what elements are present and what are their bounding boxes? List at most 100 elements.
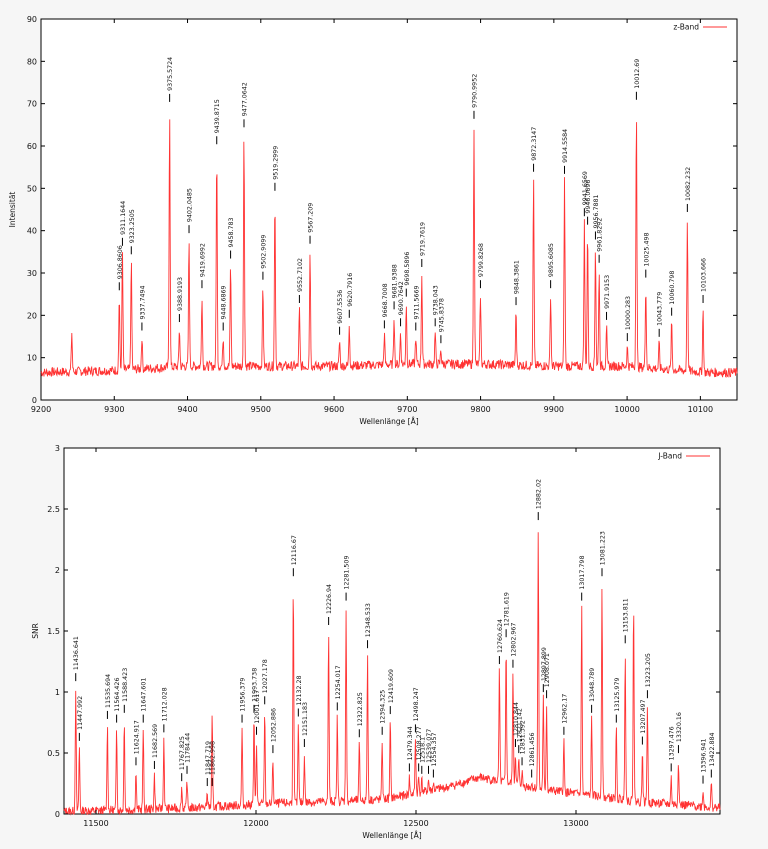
y-tick-label: 0	[32, 396, 37, 405]
x-tick-label: 9600	[324, 405, 344, 414]
x-tick-label: 9300	[104, 405, 124, 414]
peak-label: 9738.043	[433, 285, 440, 315]
peak-label: 9848.3861	[514, 260, 521, 294]
y-tick-label: 40	[27, 227, 37, 236]
y-tick-label: 10	[27, 354, 37, 363]
peak-label: 12554.357	[431, 732, 438, 766]
plot-frame	[40, 18, 738, 401]
peak-label: 10000.283	[625, 296, 632, 330]
spectrum-line-z-band	[40, 119, 738, 378]
peak-label: 12132.28	[296, 675, 303, 705]
j-band-panel: 11436.641 11447.992 11535.694 11564.426 1158…	[31, 444, 721, 840]
peak-label: 13223.205	[645, 653, 652, 687]
peak-label: 13396.941	[701, 739, 708, 773]
x-tick-label: 9400	[177, 405, 197, 414]
peak-label: 9719.7619	[419, 222, 426, 256]
peak-label: 9914.5584	[562, 129, 569, 163]
peak-label: 9961.8292	[597, 218, 604, 252]
peak-label: 11862.998	[210, 741, 217, 775]
peak-label: 12831.392	[520, 720, 527, 754]
peak-label: 10043.779	[657, 292, 664, 326]
peak-label: 9567.209	[308, 203, 315, 233]
x-tick-label: 10000	[614, 405, 639, 414]
peak-label: 12962.17	[561, 694, 568, 724]
peak-label: 9690.7642	[398, 281, 405, 315]
peak-label: 12151.183	[302, 702, 309, 736]
peak-label: 9681.9388	[392, 264, 399, 298]
peak-label: 11624.917	[133, 720, 140, 754]
peak-label: 9311.1644	[120, 201, 127, 235]
peak-label: 9448.6869	[221, 285, 228, 319]
x-tick-label: 9900	[544, 405, 564, 414]
x-tick-label: 9500	[251, 405, 271, 414]
peak-label: 12802.967	[510, 623, 517, 657]
peak-label: 13320.16	[676, 712, 683, 742]
peak-label: 9620.7916	[347, 273, 354, 307]
peak-label: 9607.5536	[337, 290, 344, 324]
peak-label: 12781.619	[504, 592, 511, 626]
peak-label: 11847.719	[205, 741, 212, 775]
peak-label: 11767.825	[179, 736, 186, 770]
peak-label: 13125.979	[614, 678, 621, 712]
x-tick-label: 10100	[688, 405, 713, 414]
y-tick-label: 1	[55, 688, 60, 697]
x-tick-label: 9700	[397, 405, 417, 414]
peak-label: 9323.2505	[129, 209, 136, 243]
peak-label: 9711.5669	[413, 285, 420, 319]
peak-label: 12281.509	[344, 556, 351, 590]
peak-label: 9519.2999	[272, 146, 279, 180]
y-axis-label: SNR	[31, 623, 40, 639]
peak-label: 12348.533	[365, 603, 372, 637]
peak-label: 9799.8268	[478, 243, 485, 277]
spectrum-line-j-band	[63, 532, 721, 816]
z-band-panel: 9306.8606 9311.1644 9323.2505 9337.7494 9375…	[8, 15, 738, 426]
peak-label: 9698.5896	[404, 252, 411, 286]
peak-label: 12861.456	[529, 732, 536, 766]
peak-label: 13048.789	[589, 668, 596, 702]
x-tick-label: 9200	[31, 405, 51, 414]
peak-label: 11784.44	[185, 733, 192, 763]
peak-label: 9337.7494	[139, 285, 146, 319]
y-tick-label: 60	[27, 142, 37, 151]
x-tick-label: 11500	[83, 819, 108, 828]
peak-label: 12479.344	[407, 726, 414, 760]
peak-label: 11535.694	[105, 674, 112, 708]
peak-label: 12394.325	[380, 690, 387, 724]
peak-label: 12518.1	[419, 737, 426, 763]
peak-label: 12760.624	[497, 619, 504, 653]
peak-label: 9971.9153	[604, 275, 611, 309]
y-tick-label: 80	[27, 57, 37, 66]
y-tick-label: 0.5	[47, 749, 60, 758]
peak-label: 12052.886	[270, 708, 277, 742]
peak-label: 9946.0696	[585, 180, 592, 214]
peak-label: 9419.6992	[199, 243, 206, 277]
peak-label: 11993.738	[251, 668, 258, 702]
peak-label: 13297.476	[669, 726, 676, 760]
peak-label: 9439.8715	[214, 99, 221, 133]
peak-label: 11588.423	[122, 668, 129, 702]
y-tick-label: 2	[55, 566, 60, 575]
peak-label: 10025.498	[643, 233, 650, 267]
peak-label: 13422.884	[709, 732, 716, 766]
peak-label: 9790.9952	[471, 74, 478, 108]
peak-label: 12116.67	[291, 535, 298, 565]
peak-label: 10012.69	[634, 59, 641, 89]
peak-label: 9477.0642	[241, 82, 248, 116]
y-tick-label: 70	[27, 100, 37, 109]
peak-label: 9941.6569	[582, 171, 589, 205]
peak-label: 12027.178	[262, 659, 269, 693]
peak-label: 11682.569	[152, 724, 159, 758]
x-axis-label: Wellenlänge [Å]	[359, 417, 418, 426]
legend-entry: z-Band	[673, 23, 699, 32]
y-tick-label: 30	[27, 269, 37, 278]
peak-label: 12821.142	[516, 708, 523, 742]
peak-label: 9306.8606	[117, 245, 124, 279]
peak-label: 13081.223	[599, 531, 606, 565]
peak-label: 12508.277	[416, 726, 423, 760]
peak-label: 9956.7881	[593, 194, 600, 228]
peak-label: 9388.9193	[177, 277, 184, 311]
x-tick-label: 12500	[403, 819, 428, 828]
legend-entry: J-Band	[657, 452, 682, 461]
x-tick-label: 9800	[470, 405, 490, 414]
peak-label: 13017.798	[579, 556, 586, 590]
